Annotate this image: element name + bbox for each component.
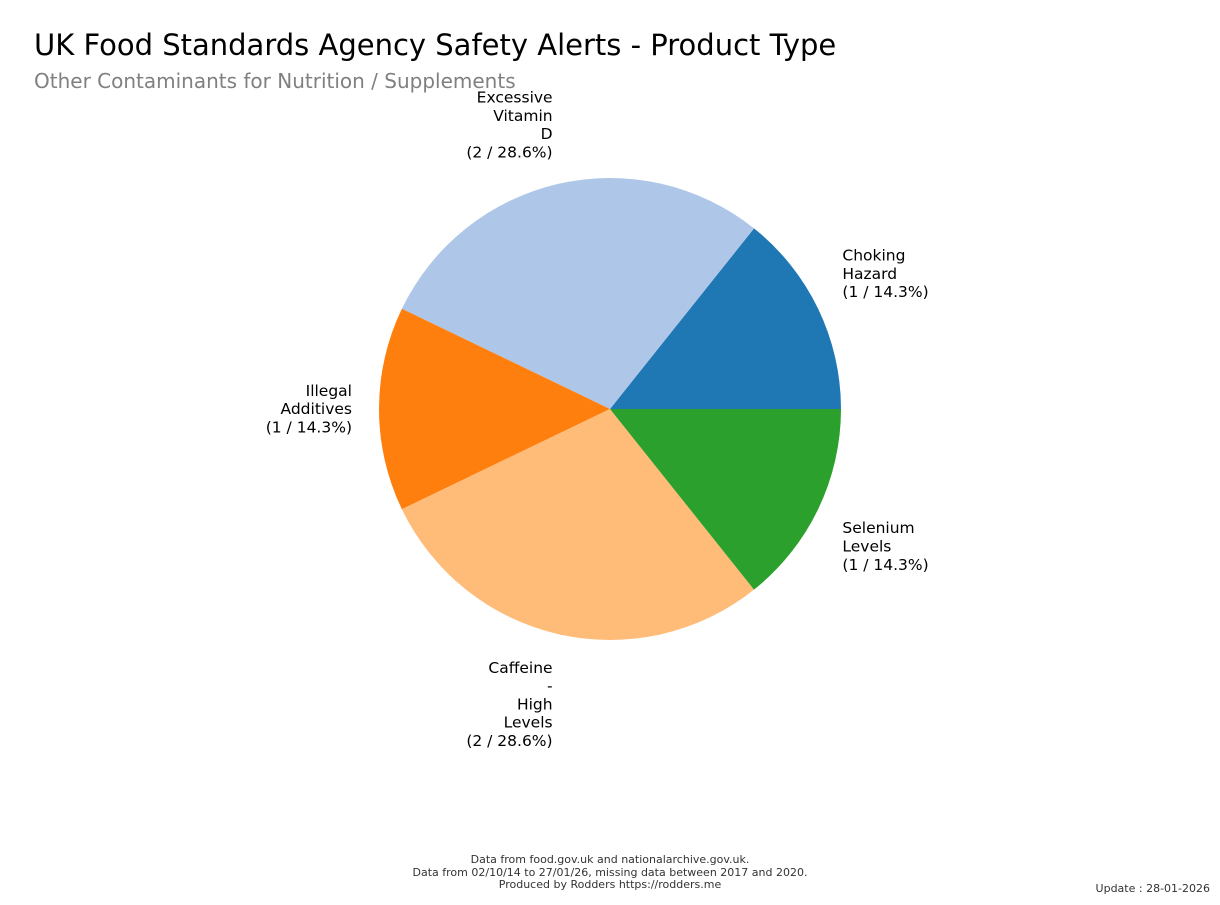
slice-label-line: Vitamin bbox=[493, 107, 552, 125]
chart-subtitle: Other Contaminants for Nutrition / Suppl… bbox=[34, 69, 516, 93]
pie-slice-4 bbox=[401, 409, 755, 640]
slice-label-5: Selenium Levels (1 / 14.3%) bbox=[842, 519, 928, 574]
footer-line-sources: Data from food.gov.uk and nationalarchiv… bbox=[470, 853, 750, 866]
slice-label-line: Levels bbox=[842, 538, 891, 556]
slice-label-line: (2 / 28.6%) bbox=[466, 732, 552, 750]
slice-label-3: Illegal Additives (1 / 14.3%) bbox=[266, 382, 352, 437]
slice-label-line: Selenium bbox=[842, 519, 914, 537]
slice-label-line: Hazard bbox=[842, 265, 897, 283]
slice-label-1: Choking Hazard (1 / 14.3%) bbox=[842, 247, 928, 302]
slice-label-line: Illegal bbox=[306, 382, 352, 400]
slice-label-line: D bbox=[541, 125, 553, 143]
slice-label-line: - bbox=[547, 677, 553, 695]
slice-label-line: Excessive bbox=[477, 89, 553, 107]
footer-line-range: Data from 02/10/14 to 27/01/26, missing … bbox=[412, 865, 808, 879]
slice-label-line: Additives bbox=[281, 400, 352, 418]
slice-label-line: (2 / 28.6%) bbox=[466, 144, 552, 162]
slice-label-line: (1 / 14.3%) bbox=[842, 556, 928, 574]
slice-label-4: Caffeine -High Levels (2 / 28.6%) bbox=[466, 659, 552, 750]
pie-slice-5 bbox=[610, 409, 841, 590]
slice-label-line: Caffeine bbox=[488, 659, 552, 677]
slice-label-line: High bbox=[517, 695, 553, 713]
slice-label-line: Choking bbox=[842, 247, 905, 265]
slice-label-line: Levels bbox=[504, 714, 553, 732]
slice-label-2: Excessive Vitamin D (2 / 28.6%) bbox=[466, 89, 552, 162]
slice-label-line: (1 / 14.3%) bbox=[266, 418, 352, 436]
update-date: Update : 28-01-2026 bbox=[1095, 882, 1210, 895]
chart-title: UK Food Standards Agency Safety Alerts -… bbox=[34, 28, 837, 62]
slice-label-line: (1 / 14.3%) bbox=[842, 283, 928, 301]
pie-slice-2 bbox=[401, 178, 755, 409]
footer-line-credit: Produced by Rodders https://rodders.me bbox=[498, 878, 722, 891]
footer: Data from food.gov.uk and nationalarchiv… bbox=[0, 853, 1220, 892]
pie-slice-1 bbox=[610, 228, 841, 409]
pie-slice-3 bbox=[379, 308, 610, 510]
